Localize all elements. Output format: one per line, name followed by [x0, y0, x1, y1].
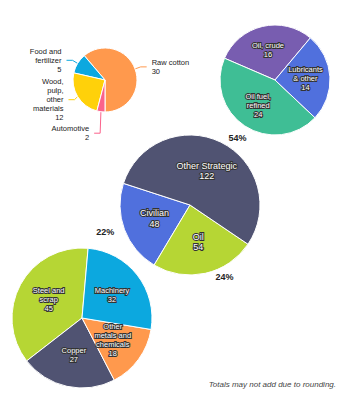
svg-text:Raw cotton: Raw cotton	[152, 58, 190, 67]
svg-text:54: 54	[193, 242, 203, 252]
svg-text:Wood,: Wood,	[42, 77, 64, 86]
svg-text:Oil, crude: Oil, crude	[252, 41, 284, 50]
svg-text:5: 5	[57, 65, 61, 74]
svg-text:Steel and: Steel and	[33, 286, 65, 295]
svg-text:Copper: Copper	[62, 346, 87, 355]
svg-text:scrap: scrap	[39, 295, 57, 304]
svg-text:Machinery: Machinery	[95, 286, 130, 295]
svg-text:Lubricants: Lubricants	[288, 65, 323, 74]
svg-text:32: 32	[108, 295, 116, 304]
svg-text:Other: Other	[103, 322, 122, 331]
svg-text:fertilizer: fertilizer	[35, 56, 62, 65]
svg-text:& other: & other	[293, 74, 318, 83]
svg-text:22%: 22%	[96, 227, 114, 237]
svg-text:54%: 54%	[229, 133, 247, 143]
svg-text:30: 30	[152, 67, 160, 76]
svg-text:materials: materials	[33, 104, 64, 113]
svg-text:14: 14	[301, 83, 309, 92]
svg-text:Food and: Food and	[30, 47, 62, 56]
svg-text:24: 24	[254, 110, 262, 119]
svg-text:Civilian: Civilian	[140, 208, 169, 218]
svg-text:122: 122	[199, 171, 214, 181]
svg-text:chemicals: chemicals	[96, 340, 130, 349]
svg-text:18: 18	[109, 349, 117, 358]
svg-text:Oil fuel,: Oil fuel,	[246, 92, 271, 101]
svg-text:45: 45	[44, 304, 52, 313]
svg-text:16: 16	[264, 50, 272, 59]
svg-text:pulp,: pulp,	[47, 86, 63, 95]
svg-text:48: 48	[149, 219, 159, 229]
svg-text:Oil: Oil	[193, 232, 204, 242]
svg-text:27: 27	[70, 355, 78, 364]
svg-text:12: 12	[55, 113, 63, 122]
svg-text:refined: refined	[247, 101, 270, 110]
svg-text:Automotive: Automotive	[52, 124, 90, 133]
svg-text:24%: 24%	[215, 272, 233, 282]
svg-text:Totals may not add due to roun: Totals may not add due to rounding.	[209, 380, 336, 389]
svg-text:metals and: metals and	[94, 331, 131, 340]
svg-text:Other Strategic: Other Strategic	[176, 161, 237, 171]
svg-text:other: other	[46, 95, 64, 104]
svg-text:2: 2	[85, 133, 89, 142]
